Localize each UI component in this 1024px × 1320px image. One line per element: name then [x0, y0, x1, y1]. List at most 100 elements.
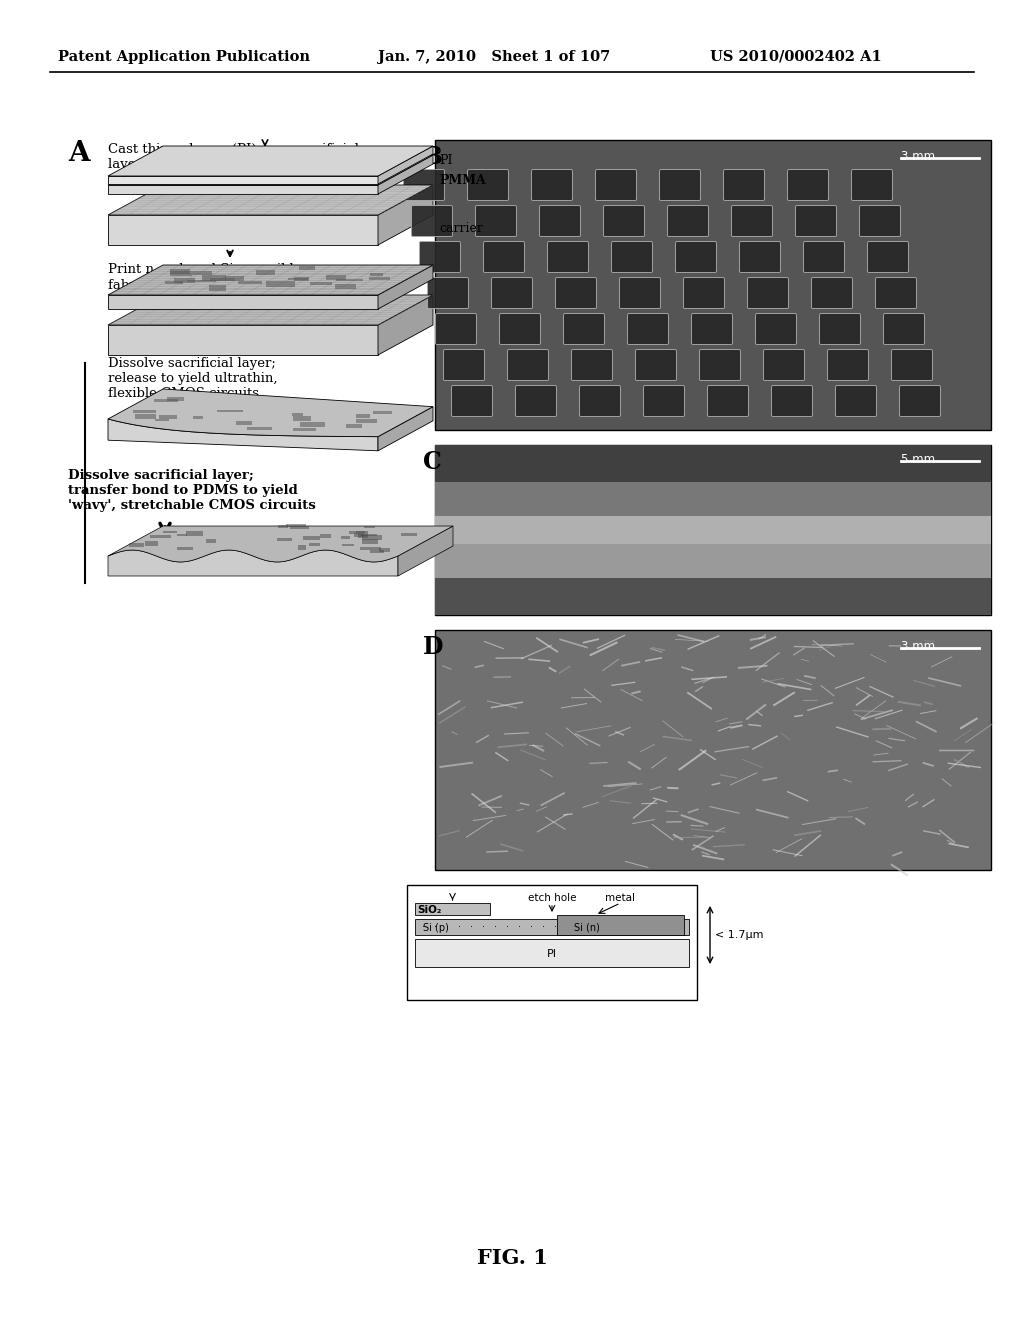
Bar: [319, 535, 332, 537]
Bar: [349, 531, 368, 535]
FancyBboxPatch shape: [580, 385, 621, 417]
Bar: [225, 276, 244, 281]
FancyBboxPatch shape: [724, 169, 765, 201]
FancyBboxPatch shape: [515, 385, 556, 417]
Bar: [415, 919, 689, 935]
Text: A: A: [68, 140, 90, 168]
Polygon shape: [108, 265, 433, 294]
Bar: [174, 277, 195, 282]
Bar: [293, 416, 311, 421]
Text: Jan. 7, 2010   Sheet 1 of 107: Jan. 7, 2010 Sheet 1 of 107: [378, 50, 610, 63]
FancyBboxPatch shape: [771, 385, 812, 417]
Bar: [379, 548, 390, 552]
Text: metal: metal: [605, 894, 636, 903]
FancyBboxPatch shape: [643, 385, 684, 417]
Bar: [435, 516, 991, 544]
FancyBboxPatch shape: [563, 314, 604, 345]
Polygon shape: [108, 147, 433, 176]
Text: carrier: carrier: [439, 222, 483, 235]
FancyBboxPatch shape: [731, 206, 772, 236]
Bar: [401, 533, 417, 536]
FancyBboxPatch shape: [739, 242, 780, 272]
Polygon shape: [108, 418, 378, 451]
FancyBboxPatch shape: [691, 314, 732, 345]
Bar: [362, 536, 382, 540]
FancyBboxPatch shape: [508, 350, 549, 380]
Polygon shape: [108, 215, 378, 246]
Polygon shape: [378, 147, 433, 183]
Polygon shape: [108, 294, 378, 309]
Bar: [335, 284, 356, 289]
Text: D: D: [423, 635, 443, 659]
Bar: [294, 277, 309, 281]
Polygon shape: [108, 389, 433, 437]
FancyBboxPatch shape: [859, 206, 900, 236]
FancyBboxPatch shape: [628, 314, 669, 345]
Bar: [193, 416, 203, 420]
Text: B: B: [423, 145, 442, 169]
Bar: [288, 279, 307, 280]
Text: 5 mm: 5 mm: [901, 453, 935, 466]
Bar: [310, 282, 333, 285]
Polygon shape: [108, 176, 378, 183]
Bar: [355, 418, 377, 424]
FancyBboxPatch shape: [819, 314, 860, 345]
Polygon shape: [108, 550, 398, 576]
FancyBboxPatch shape: [836, 385, 877, 417]
Bar: [206, 540, 216, 543]
Bar: [186, 531, 203, 536]
FancyBboxPatch shape: [611, 242, 652, 272]
Text: PI: PI: [547, 949, 557, 960]
FancyBboxPatch shape: [596, 169, 637, 201]
Bar: [290, 527, 309, 529]
Polygon shape: [108, 185, 433, 215]
Text: C: C: [423, 450, 441, 474]
Bar: [165, 281, 182, 284]
Bar: [364, 527, 375, 528]
Bar: [435, 445, 991, 615]
Bar: [355, 531, 366, 533]
FancyBboxPatch shape: [852, 169, 893, 201]
FancyBboxPatch shape: [659, 169, 700, 201]
Polygon shape: [108, 325, 378, 355]
FancyBboxPatch shape: [811, 277, 853, 309]
FancyBboxPatch shape: [452, 385, 493, 417]
Bar: [341, 536, 350, 539]
Bar: [210, 277, 236, 281]
Polygon shape: [108, 154, 433, 185]
Text: 3 mm: 3 mm: [901, 640, 935, 653]
FancyBboxPatch shape: [531, 169, 572, 201]
FancyBboxPatch shape: [892, 350, 933, 380]
Bar: [435, 140, 991, 430]
Text: Cast thin polymer (PI) on a sacrificial
layer (PMMA) on a carrier substrate: Cast thin polymer (PI) on a sacrificial …: [108, 143, 359, 172]
Polygon shape: [378, 294, 433, 355]
Text: etch hole: etch hole: [527, 894, 577, 903]
Bar: [336, 279, 362, 281]
Bar: [177, 535, 187, 536]
FancyBboxPatch shape: [420, 242, 461, 272]
FancyBboxPatch shape: [492, 277, 532, 309]
Bar: [256, 269, 275, 276]
FancyBboxPatch shape: [748, 277, 788, 309]
Bar: [370, 550, 384, 553]
Bar: [135, 414, 156, 418]
Bar: [370, 273, 383, 276]
Bar: [342, 544, 354, 546]
Text: FIG. 1: FIG. 1: [476, 1247, 548, 1269]
FancyBboxPatch shape: [764, 350, 805, 380]
FancyBboxPatch shape: [683, 277, 725, 309]
FancyBboxPatch shape: [555, 277, 597, 309]
FancyBboxPatch shape: [668, 206, 709, 236]
Bar: [435, 544, 991, 578]
Text: < 1.7μm: < 1.7μm: [715, 931, 764, 940]
Bar: [358, 533, 368, 537]
FancyBboxPatch shape: [412, 206, 453, 236]
FancyBboxPatch shape: [899, 385, 940, 417]
Polygon shape: [398, 525, 453, 576]
FancyBboxPatch shape: [468, 169, 509, 201]
Bar: [129, 543, 144, 546]
Bar: [373, 412, 392, 413]
Bar: [163, 532, 177, 533]
Bar: [355, 414, 370, 418]
Polygon shape: [378, 154, 433, 194]
